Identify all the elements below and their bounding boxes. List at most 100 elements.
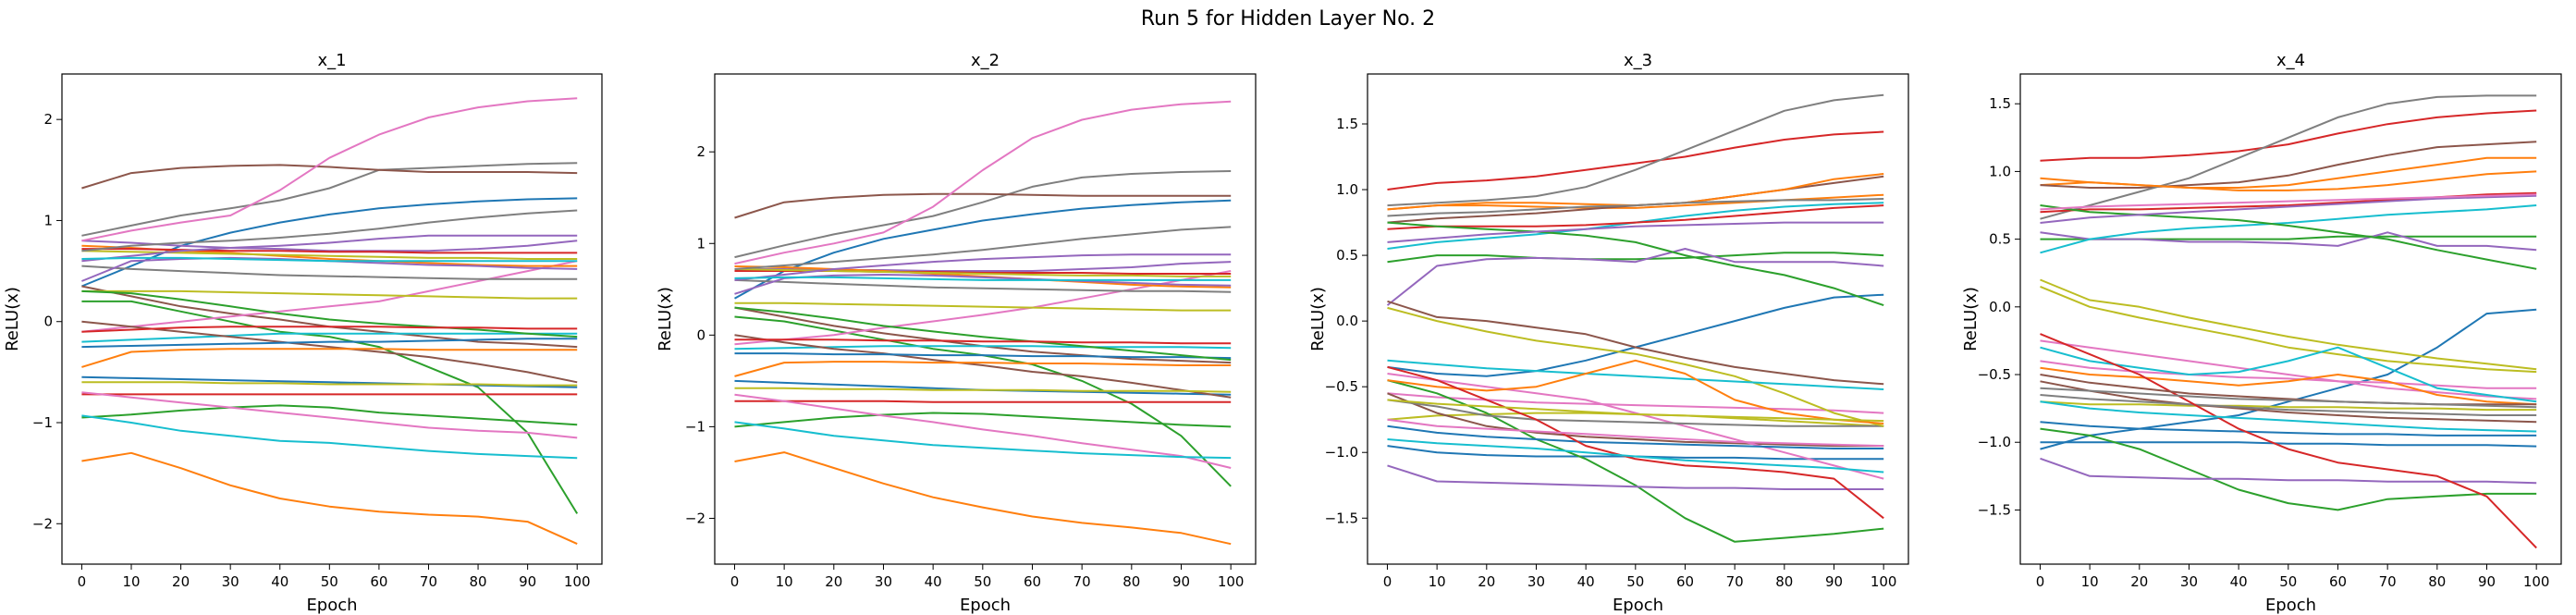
x-tick-label: 100 [1218, 573, 1245, 590]
series-line-11 [2040, 441, 2537, 448]
series-line-18 [2040, 394, 2537, 416]
series-line-17 [81, 391, 578, 439]
series-line-18 [734, 170, 1232, 259]
y-tick-label: 1.0 [1336, 181, 1358, 198]
series-line-29 [81, 381, 578, 387]
series-line-12 [2040, 170, 2537, 191]
y-axis-label: ReLU(x) [1308, 287, 1328, 351]
series-line-23 [734, 306, 1232, 362]
series-line-2 [81, 451, 578, 546]
x-tick-label: 20 [172, 573, 190, 590]
series-line-29 [2040, 278, 2537, 371]
series-line-5 [2040, 231, 2537, 252]
y-tick-label: 0.0 [1989, 299, 2011, 315]
series-line-20 [2040, 346, 2537, 403]
subplot-title: x_1 [317, 51, 346, 70]
series-line-9 [81, 289, 578, 300]
x-tick-label: 80 [1775, 573, 1793, 590]
series-line-26 [1387, 300, 1884, 386]
series-line-29 [734, 387, 1232, 393]
y-tick-label: 0 [696, 326, 705, 343]
series-line-10 [2040, 204, 2537, 254]
series-line-27 [81, 97, 578, 242]
x-tick-label: 10 [1429, 573, 1446, 590]
x-tick-label: 80 [2428, 573, 2446, 590]
y-tick-label: 0.0 [1336, 313, 1358, 329]
x-tick-label: 50 [2279, 573, 2297, 590]
y-tick-label: −1 [685, 418, 705, 435]
series-line-3 [81, 300, 579, 514]
series-line-19 [1387, 306, 1884, 427]
series-line-20 [81, 414, 578, 460]
x-tick-label: 100 [564, 573, 591, 590]
series-group [2040, 94, 2537, 549]
series-line-10 [81, 332, 578, 343]
series-line-21 [1387, 424, 1884, 449]
x-tick-label: 60 [1676, 573, 1694, 590]
x-tick-label: 100 [2523, 573, 2550, 590]
plot-frame [714, 73, 1257, 565]
x-tick-label: 40 [1577, 573, 1595, 590]
series-line-28 [81, 209, 578, 252]
series-line-25 [734, 253, 1232, 281]
x-tick-label: 30 [222, 573, 239, 590]
series-line-30 [734, 276, 1232, 281]
series-line-29 [1387, 399, 1884, 423]
series-line-5 [81, 240, 578, 252]
series-line-16 [2040, 380, 2537, 424]
series-group [81, 97, 579, 546]
x-tick-label: 70 [420, 573, 437, 590]
y-tick-label: −0.5 [1978, 366, 2011, 383]
x-tick-label: 60 [1024, 573, 1041, 590]
y-axis-label: ReLU(x) [1961, 287, 1981, 351]
series-line-7 [1387, 392, 1884, 414]
series-line-21 [734, 352, 1232, 360]
series-line-24 [81, 326, 578, 333]
series-line-15 [1387, 464, 1884, 490]
series-line-15 [2040, 457, 2537, 485]
plot-frame [2019, 73, 2562, 565]
x-tick-label: 40 [271, 573, 288, 590]
x-tick-label: 100 [1871, 573, 1897, 590]
series-line-13 [81, 404, 578, 426]
y-axis-label: ReLU(x) [3, 287, 22, 351]
x-tick-label: 70 [1073, 573, 1091, 590]
series-line-22 [2040, 366, 2537, 406]
subplot-3: 0 10 20 30 40 50 60 70 80 90 100 −1.5 −1.0 −0.5 0.0 0.5… [1308, 51, 1909, 615]
subplot-1: 0 10 20 30 40 50 60 70 80 90 100 −2 −1 0 1 2 x_1 Epoch ReL… [3, 51, 603, 615]
series-line-14 [81, 248, 578, 254]
series-line-4 [2040, 109, 2537, 162]
series-line-25 [2040, 194, 2537, 224]
x-tick-label: 40 [2230, 573, 2248, 590]
series-line-4 [1387, 130, 1884, 191]
series-line-2 [734, 451, 1232, 546]
series-line-16 [81, 320, 578, 384]
series-line-23 [1387, 221, 1884, 307]
series-line-25 [1387, 221, 1884, 243]
series-line-7 [2040, 360, 2537, 389]
series-line-11 [81, 375, 578, 388]
x-tick-label: 80 [1122, 573, 1140, 590]
y-tick-label: −1.0 [1978, 434, 2011, 450]
x-tick-label: 30 [1527, 573, 1545, 590]
y-tick-label: 0 [43, 314, 53, 330]
subplot-2: 0 10 20 30 40 50 60 70 80 90 100 −2 −1 0 1 2 x_2 Epoch ReL… [656, 51, 1257, 615]
x-tick-label: 30 [875, 573, 892, 590]
x-tick-label: 60 [2329, 573, 2347, 590]
series-line-30 [2040, 400, 2537, 433]
series-line-16 [1387, 392, 1884, 448]
x-tick-label: 20 [2130, 573, 2148, 590]
x-tick-label: 60 [370, 573, 387, 590]
x-tick-label: 70 [1726, 573, 1744, 590]
subplot-4: 0 10 20 30 40 50 60 70 80 90 100 −1.5 −1.0 −0.5 0.0 0.5… [1961, 51, 2562, 615]
series-line-27 [2040, 193, 2537, 211]
series-line-26 [81, 164, 578, 190]
y-tick-label: −2 [32, 515, 53, 532]
y-tick-label: −1.5 [1325, 510, 1358, 526]
series-line-18 [1387, 399, 1884, 427]
y-tick-label: 2 [696, 143, 705, 160]
series-line-24 [2040, 333, 2537, 549]
y-tick-label: 2 [43, 111, 53, 128]
